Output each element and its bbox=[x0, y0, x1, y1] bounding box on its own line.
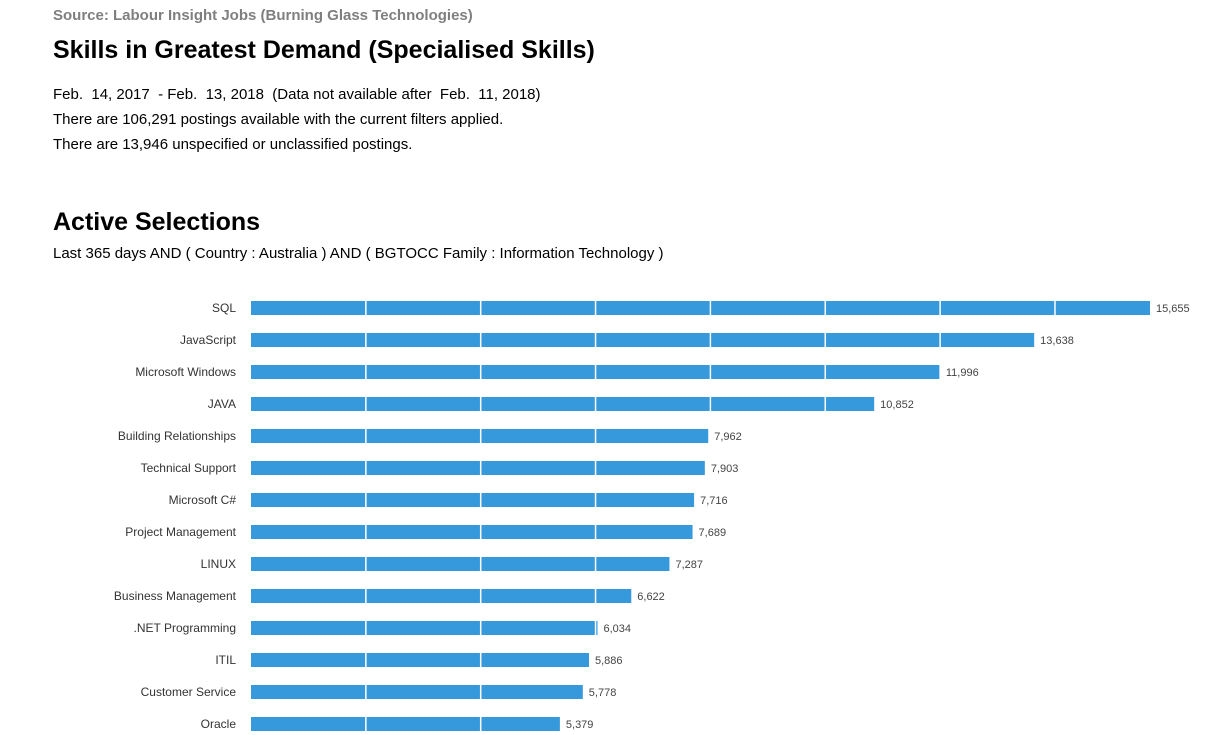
value-label: 11,996 bbox=[946, 367, 979, 379]
source-note: Source: Labour Insight Jobs (Burning Gla… bbox=[53, 7, 473, 24]
bar-6 bbox=[251, 493, 695, 507]
bar-13 bbox=[251, 717, 560, 731]
bar-10 bbox=[251, 621, 598, 635]
bar-3 bbox=[251, 397, 875, 411]
date-range: Feb. 14, 2017 - Feb. 13, 2018 (Data not … bbox=[53, 86, 541, 103]
value-label: 6,034 bbox=[604, 623, 632, 635]
category-label: JAVA bbox=[208, 397, 236, 411]
category-label: Microsoft Windows bbox=[135, 365, 236, 379]
bar-9 bbox=[251, 589, 632, 603]
bar-11 bbox=[251, 653, 590, 667]
bar-0 bbox=[251, 301, 1150, 315]
category-label: ITIL bbox=[215, 653, 236, 667]
category-label: Oracle bbox=[201, 717, 237, 731]
category-label: Building Relationships bbox=[118, 429, 236, 443]
bar-1 bbox=[251, 333, 1035, 347]
category-label: Microsoft C# bbox=[169, 493, 237, 507]
value-labels-group: 15,655 13,638 11,996 10,852 7,962 7,903 7,716 7… bbox=[566, 303, 1190, 731]
unclassified-note: There are 13,946 unspecified or unclassi… bbox=[53, 136, 413, 153]
bar-4 bbox=[251, 429, 709, 443]
category-label: JavaScript bbox=[180, 333, 237, 347]
value-label: 5,379 bbox=[566, 719, 594, 731]
category-label: Customer Service bbox=[141, 685, 237, 699]
bar-12 bbox=[251, 685, 583, 699]
category-label: .NET Programming bbox=[134, 621, 236, 635]
bar-7 bbox=[251, 525, 693, 539]
value-label: 6,622 bbox=[637, 591, 665, 603]
postings-note: There are 106,291 postings available wit… bbox=[53, 111, 504, 128]
value-label: 13,638 bbox=[1040, 335, 1074, 347]
value-label: 7,903 bbox=[711, 463, 739, 475]
value-label: 5,778 bbox=[589, 687, 617, 699]
active-selections-filter: Last 365 days AND ( Country : Australia … bbox=[53, 245, 664, 262]
value-label: 7,716 bbox=[700, 495, 728, 507]
report-title: Skills in Greatest Demand (Specialised S… bbox=[53, 36, 595, 64]
skills-bar-chart: SQL JavaScript Microsoft Windows JAVA Buildi… bbox=[114, 300, 1190, 732]
category-label: Project Management bbox=[125, 525, 236, 539]
value-label: 15,655 bbox=[1156, 303, 1190, 315]
gridlines-group bbox=[365, 300, 1056, 732]
bars-group bbox=[251, 301, 1150, 731]
value-label: 5,886 bbox=[595, 655, 623, 667]
value-label: 7,287 bbox=[675, 559, 703, 571]
category-label: LINUX bbox=[201, 557, 236, 571]
value-label: 10,852 bbox=[880, 399, 914, 411]
category-label: Technical Support bbox=[141, 461, 237, 475]
category-label: Business Management bbox=[114, 589, 237, 603]
category-labels-group: SQL JavaScript Microsoft Windows JAVA Buildi… bbox=[114, 301, 237, 731]
bar-5 bbox=[251, 461, 705, 475]
category-label: SQL bbox=[212, 301, 236, 315]
value-label: 7,962 bbox=[714, 431, 742, 443]
active-selections-heading: Active Selections bbox=[53, 208, 261, 236]
value-label: 7,689 bbox=[699, 527, 727, 539]
bar-8 bbox=[251, 557, 670, 571]
